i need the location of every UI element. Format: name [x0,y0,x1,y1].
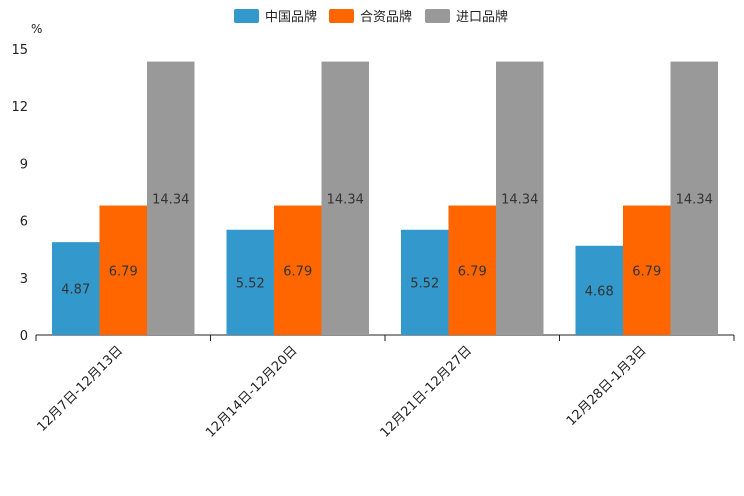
x-category-label-4: 12月28日-1月3日 [564,343,650,429]
bar-series2-cat2 [274,205,322,335]
bar-series3-cat4 [670,61,718,336]
y-tick-label-6: 6 [20,215,28,230]
data-label-series2-cat4: 6.79 [632,264,661,279]
y-tick-label-9: 9 [20,157,28,172]
data-label-series2-cat3: 6.79 [458,264,487,279]
bar-series2-cat1 [99,205,147,335]
bar-series1-cat2 [226,229,274,335]
bar-series1-cat1 [52,242,100,335]
legend-swatch-3 [425,9,450,23]
legend-swatch-2 [329,9,354,23]
y-tick-label-3: 3 [20,272,28,287]
legend-label-3: 进口品牌 [456,9,508,25]
y-tick-label-12: 12 [11,100,28,115]
bar-series1-cat3 [401,229,449,335]
data-label-series3-cat1: 14.34 [152,192,189,207]
x-category-label-2: 12月14日-12月20日 [203,343,300,440]
x-axis: 12月7日-12月13日 12月14日-12月20日 12月21日-12月27日 12… [34,334,735,441]
data-label-series3-cat4: 14.34 [676,192,713,207]
y-tick-label-0: 0 [20,329,28,344]
bar-series2-cat4 [623,205,671,335]
bar-series3-cat3 [496,61,544,336]
data-label-series2-cat2: 6.79 [283,264,312,279]
data-label-series1-cat4: 4.68 [585,284,614,299]
data-label-series1-cat3: 5.52 [410,276,439,291]
data-label-series1-cat2: 5.52 [236,276,265,291]
x-category-label-3: 12月21日-12月27日 [378,343,475,440]
legend-label-1: 中国品牌 [265,9,317,25]
data-label-series3-cat3: 14.34 [501,192,538,207]
bar-series3-cat1 [147,61,195,336]
y-tick-label-15: 15 [11,43,28,58]
data-label-series3-cat2: 14.34 [327,192,364,207]
legend-swatch-1 [234,9,259,23]
legend-label-2: 合资品牌 [360,9,412,25]
x-category-label-1: 12月7日-12月13日 [34,343,126,435]
data-label-series2-cat1: 6.79 [109,264,138,279]
bars: 4.87 6.79 14.34 5.52 6.79 14.34 5.52 6.79 14.34 4… [52,61,718,336]
data-label-series1-cat1: 4.87 [61,283,90,298]
bar-series3-cat2 [321,61,369,336]
y-axis-unit-label: % [31,22,42,36]
legend: 中国品牌 合资品牌 进口品牌 [234,9,508,25]
bar-series1-cat4 [575,245,623,335]
bar-series2-cat3 [448,205,496,335]
y-axis: 0 3 6 9 12 15 [11,43,28,344]
